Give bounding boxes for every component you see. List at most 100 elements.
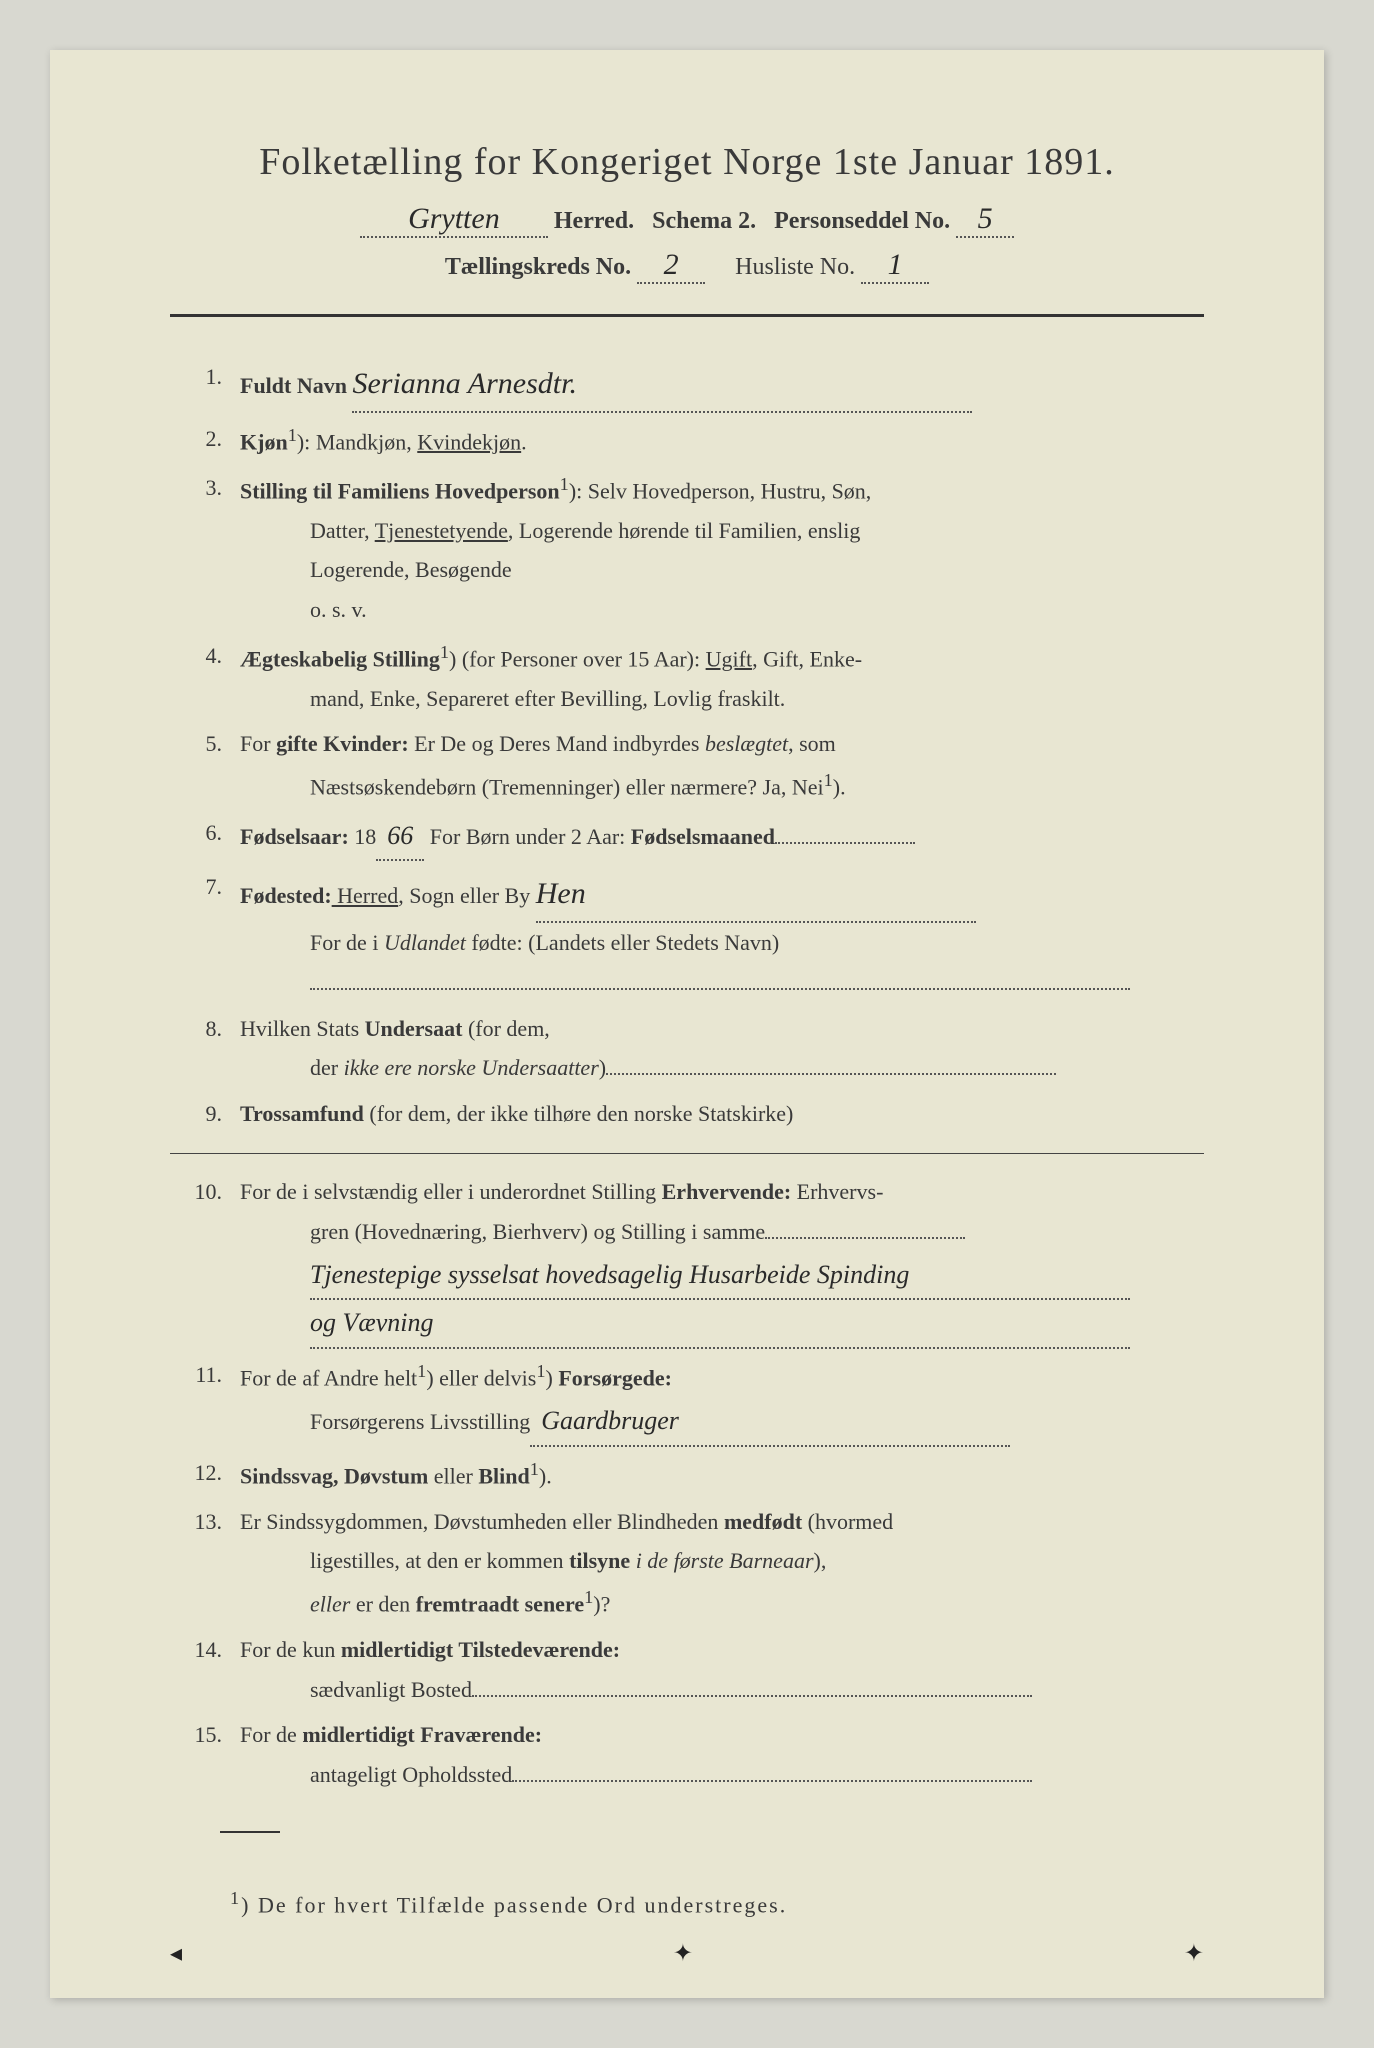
- label-kjon: Kjøn: [240, 429, 288, 454]
- divider: [170, 1153, 1204, 1154]
- field-1: 1. Fuldt Navn Serianna Arnesdtr.: [170, 357, 1204, 413]
- field-13: 13. Er Sindssygdommen, Døvstumheden elle…: [170, 1502, 1204, 1624]
- text: mand, Enke, Separeret efter Bevilling, L…: [240, 679, 1204, 719]
- text-italic: eller: [310, 1591, 350, 1616]
- text: ),: [814, 1548, 827, 1573]
- text: ) eller delvis: [426, 1366, 536, 1391]
- num-3: 3.: [170, 468, 240, 630]
- text: ): [545, 1366, 558, 1391]
- text: Er Sindssygdommen, Døvstumheden eller Bl…: [240, 1509, 724, 1534]
- text: sædvanligt Bosted: [310, 1677, 472, 1702]
- occupation-value-2: og Vævning: [310, 1308, 434, 1337]
- header-line-1: Grytten Herred. Schema 2. Personseddel N…: [170, 202, 1204, 238]
- label-fuldt-navn: Fuldt Navn: [240, 373, 347, 398]
- field-15: 15. For de midlertidigt Fraværende: anta…: [170, 1715, 1204, 1794]
- num-15: 15.: [170, 1715, 240, 1794]
- text: ).: [833, 774, 846, 799]
- text: For: [240, 731, 276, 756]
- divider-top: [170, 314, 1204, 317]
- opt-kvinde: Kvindekjøn: [417, 429, 521, 454]
- num-4: 4.: [170, 636, 240, 719]
- num-12: 12.: [170, 1453, 240, 1496]
- text: Erhvervs-: [791, 1179, 883, 1204]
- text-italic: ikke ere norske Undersaatter: [344, 1055, 599, 1080]
- sup: 1: [530, 1459, 539, 1479]
- text: , som: [788, 731, 836, 756]
- label-erhverv: Erhvervende:: [662, 1179, 792, 1204]
- text: 18: [349, 824, 377, 849]
- text-italic: Udlandet: [384, 930, 466, 955]
- text: Datter,: [310, 518, 375, 543]
- text: der: [310, 1055, 344, 1080]
- opt-ugift: Ugift: [706, 646, 752, 671]
- footnote-text: ) De for hvert Tilfælde passende Ord und…: [241, 1893, 787, 1918]
- label-gifte: gifte Kvinder:: [276, 731, 409, 756]
- label-undersaat: Undersaat: [365, 1016, 463, 1041]
- text: For de kun: [240, 1637, 341, 1662]
- text: Er De og Deres Mand indbyrdes: [409, 731, 705, 756]
- text: fødte: (Landets eller Stedets Navn): [466, 930, 779, 955]
- text: )?: [593, 1591, 610, 1616]
- field-5: 5. For gifte Kvinder: Er De og Deres Man…: [170, 724, 1204, 807]
- text-italic: i de første Barneaar: [636, 1548, 814, 1573]
- text: (for Personer over 15 Aar):: [456, 646, 705, 671]
- sup: 1: [230, 1888, 241, 1908]
- text: For de i: [310, 930, 384, 955]
- sup: 1: [288, 425, 297, 445]
- form-title: Folketælling for Kongeriget Norge 1ste J…: [170, 140, 1204, 184]
- sup: 1: [560, 474, 569, 494]
- label-fodselsaar: Fødselsaar:: [240, 824, 349, 849]
- num-2: 2.: [170, 419, 240, 462]
- schema-label: Schema 2.: [652, 208, 756, 234]
- label-sinds: Sindssvag, Døvstum: [240, 1463, 428, 1488]
- text: ).: [539, 1463, 552, 1488]
- text: Forsørgerens Livsstilling: [310, 1409, 530, 1434]
- text: , Gift, Enke-: [752, 646, 862, 671]
- num-8: 8.: [170, 1009, 240, 1088]
- kreds-label: Tællingskreds No.: [445, 254, 631, 280]
- field-3: 3. Stilling til Familiens Hovedperson1):…: [170, 468, 1204, 630]
- text: (hvormed: [802, 1509, 893, 1534]
- text: Logerende, Besøgende: [240, 550, 1204, 590]
- sup: 1: [824, 770, 833, 790]
- label-maaned: Fødselsmaaned: [631, 824, 775, 849]
- field-8: 8. Hvilken Stats Undersaat (for dem, der…: [170, 1009, 1204, 1088]
- binding-pins: ◂ ✦ ✦: [50, 1939, 1324, 1968]
- field-11: 11. For de af Andre helt1) eller delvis1…: [170, 1355, 1204, 1447]
- kreds-no: 2: [664, 248, 679, 281]
- num-7: 7.: [170, 867, 240, 1002]
- text: (for dem,: [462, 1016, 549, 1041]
- text: (for dem, der ikke tilhøre den norske St…: [364, 1101, 793, 1126]
- text: Selv Hovedperson, Hustru, Søn,: [588, 478, 872, 503]
- label-forsorgede: Forsørgede:: [558, 1366, 672, 1391]
- num-5: 5.: [170, 724, 240, 807]
- num-9: 9.: [170, 1094, 240, 1134]
- field-2: 2. Kjøn1): Mandkjøn, Kvindekjøn.: [170, 419, 1204, 462]
- label-blind: Blind: [478, 1463, 529, 1488]
- label-trossamfund: Trossamfund: [240, 1101, 364, 1126]
- footnote: 1) De for hvert Tilfælde passende Ord un…: [170, 1888, 1204, 1918]
- text-osv: o. s. v.: [240, 590, 1204, 630]
- occupation-value-1: Tjenestepige sysselsat hovedsagelig Husa…: [310, 1260, 909, 1289]
- label-senere: fremtraadt senere: [416, 1591, 584, 1616]
- header-line-2: Tællingskreds No. 2 Husliste No. 1: [170, 248, 1204, 284]
- herred-label: Herred.: [554, 208, 634, 234]
- num-11: 11.: [170, 1355, 240, 1447]
- husliste-no: 1: [888, 248, 903, 281]
- personseddel-no: 5: [978, 202, 993, 235]
- period: .: [521, 429, 527, 454]
- text: antageligt Opholdssted: [310, 1762, 512, 1787]
- text: ligestilles, at den er kommen: [310, 1548, 569, 1573]
- opt-herred: Herred: [332, 883, 399, 908]
- field-6: 6. Fødselsaar: 1866 For Børn under 2 Aar…: [170, 813, 1204, 862]
- fodested-value: Hen: [536, 877, 586, 910]
- field-9: 9. Trossamfund (for dem, der ikke tilhør…: [170, 1094, 1204, 1134]
- text: eller: [428, 1463, 478, 1488]
- num-13: 13.: [170, 1502, 240, 1624]
- year-value: 66: [387, 821, 413, 850]
- text: For de af Andre helt: [240, 1366, 417, 1391]
- text: er den: [350, 1591, 415, 1616]
- text: ): [599, 1055, 606, 1080]
- field-12: 12. Sindssvag, Døvstum eller Blind1).: [170, 1453, 1204, 1496]
- name-value: Serianna Arnesdtr.: [352, 367, 576, 400]
